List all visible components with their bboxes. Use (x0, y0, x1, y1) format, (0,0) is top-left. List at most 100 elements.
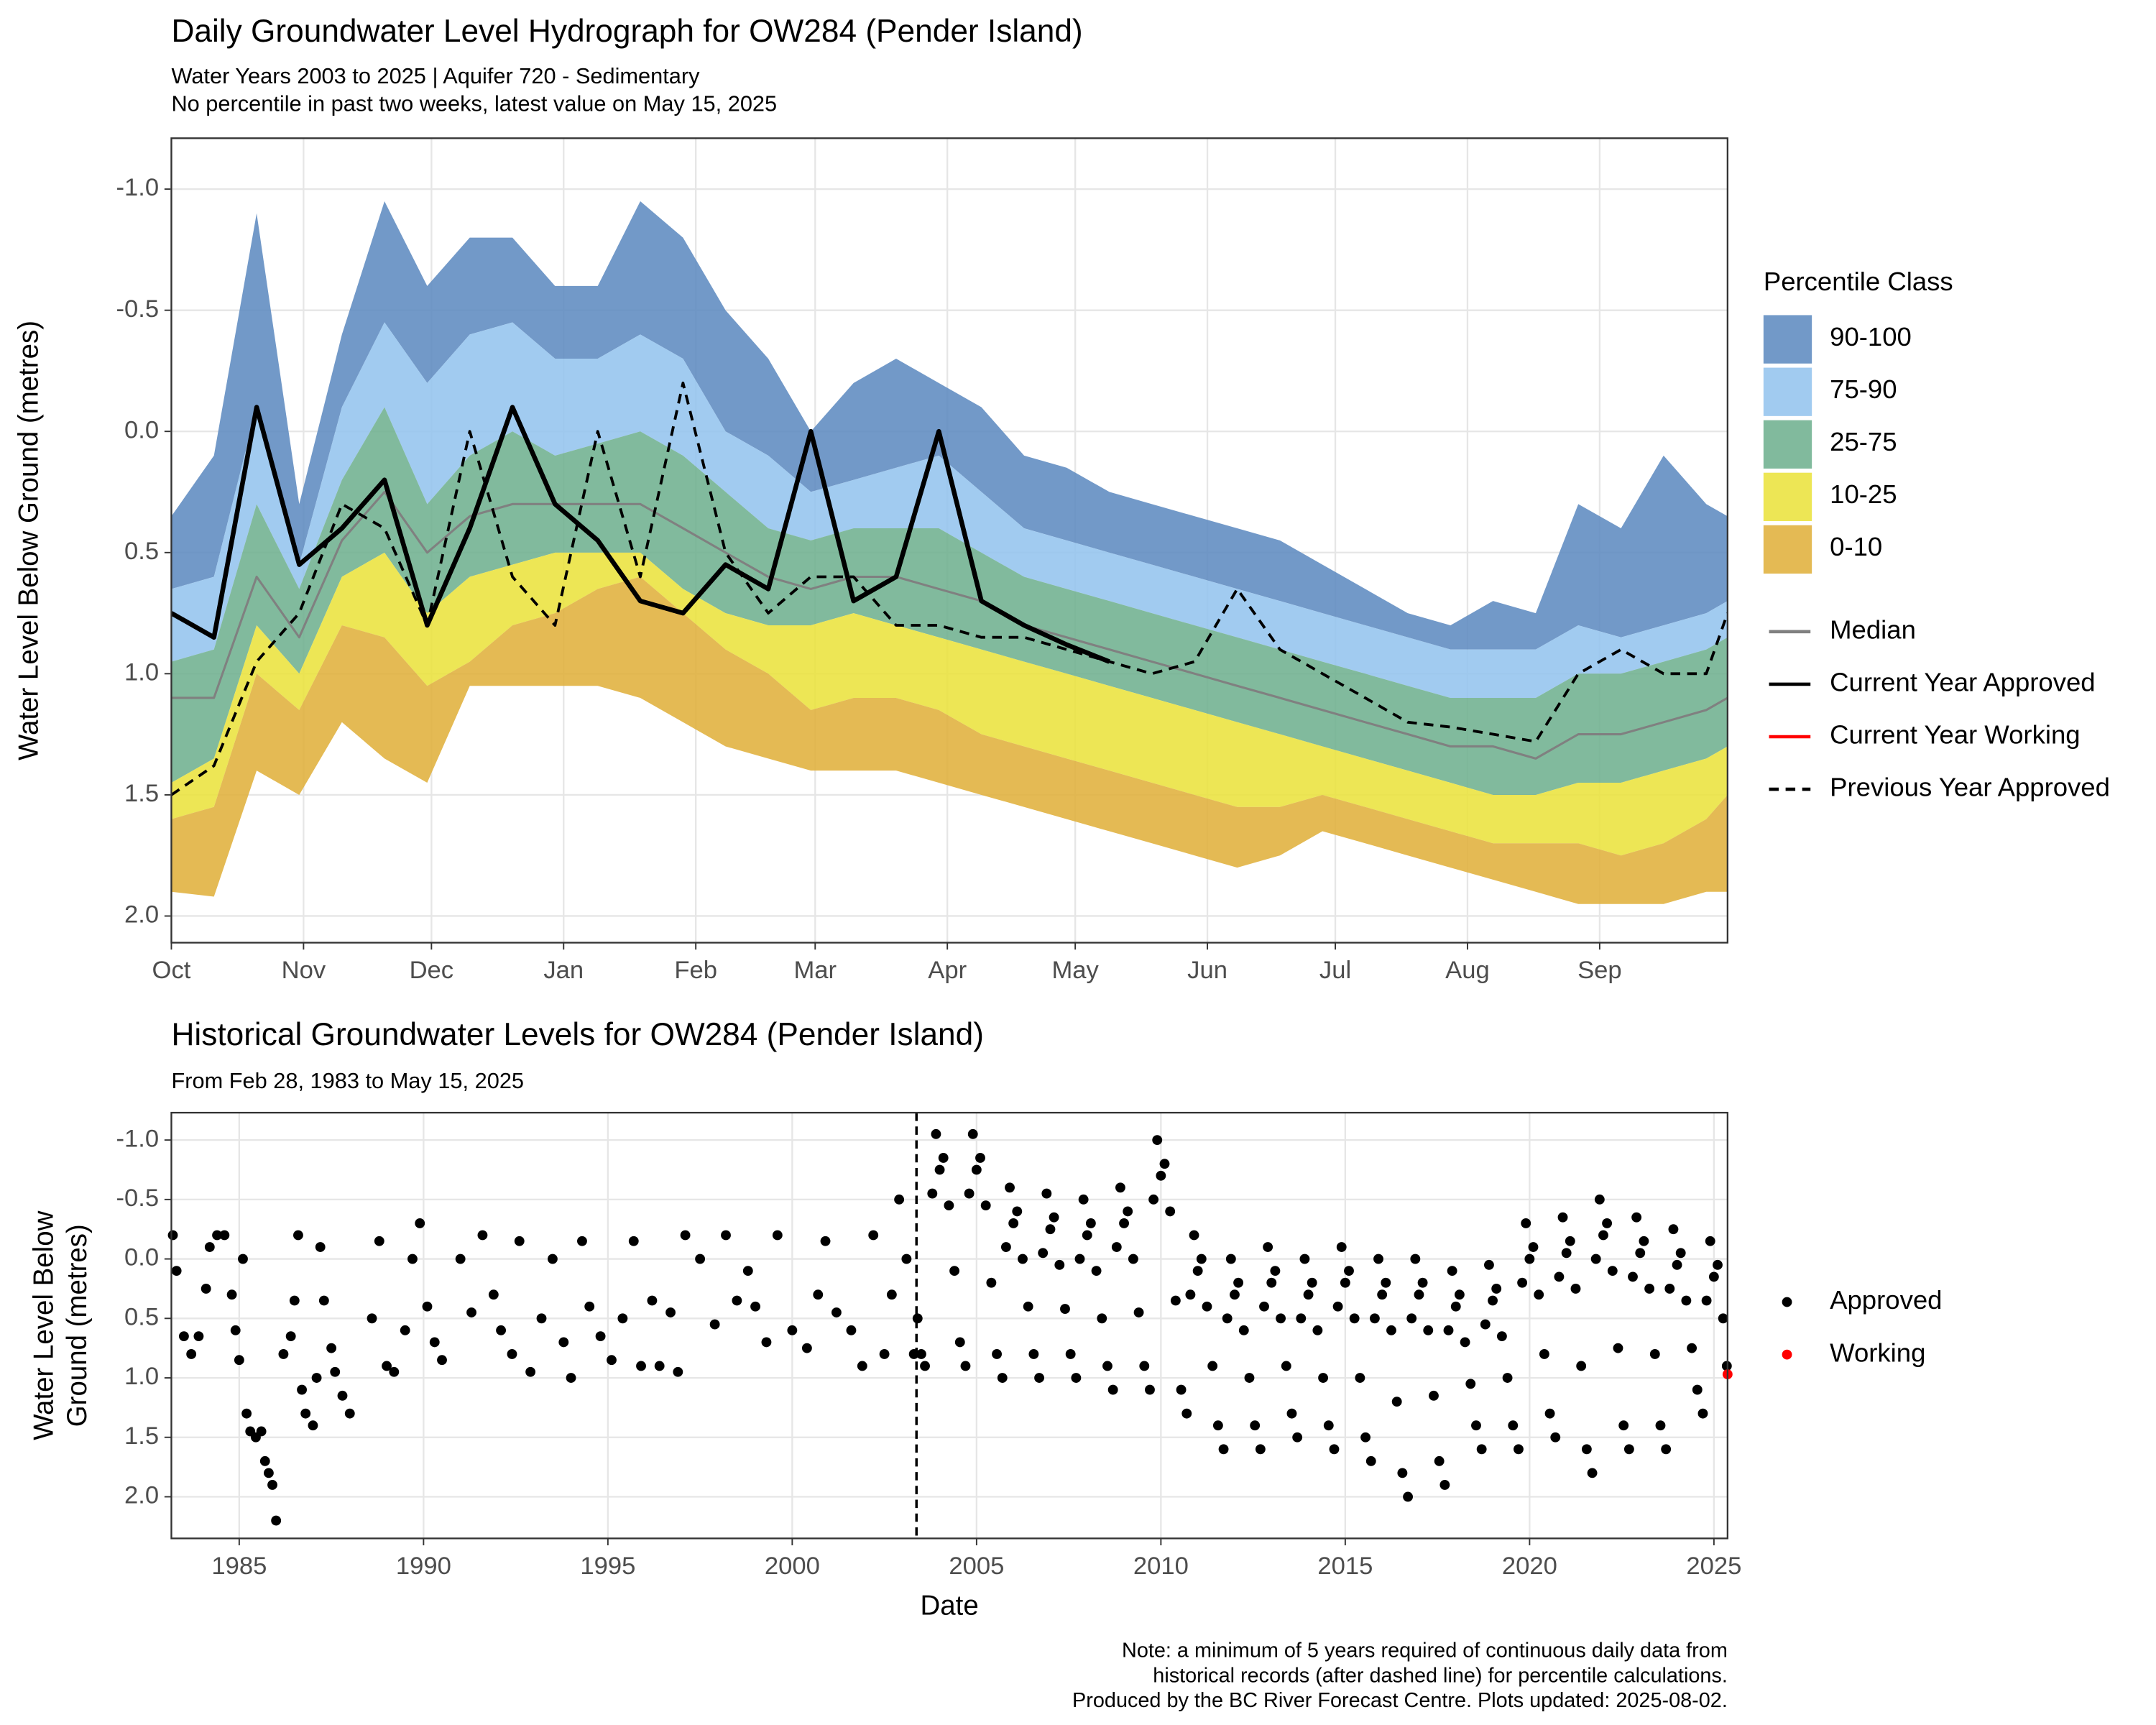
point (628, 1236, 639, 1246)
point (1222, 1313, 1233, 1324)
point (407, 1254, 418, 1264)
point (1701, 1295, 1712, 1306)
point (1148, 1194, 1159, 1205)
point (1054, 1259, 1065, 1270)
point (259, 1455, 270, 1466)
point (1386, 1325, 1396, 1335)
point (986, 1277, 997, 1288)
y-axis-label: Water Level Below (29, 1210, 60, 1440)
y-axis-label: Ground (metres) (62, 1224, 93, 1427)
x-tick-label: Nov (282, 957, 326, 984)
point (1276, 1313, 1286, 1324)
point (1517, 1277, 1528, 1288)
point (201, 1284, 211, 1294)
point (1391, 1397, 1402, 1407)
point (1417, 1277, 1428, 1288)
point (1502, 1373, 1513, 1383)
x-tick-label: Apr (928, 957, 967, 984)
point (742, 1266, 753, 1276)
point (1480, 1319, 1491, 1330)
point (1488, 1295, 1498, 1306)
point (1097, 1313, 1107, 1324)
point (1539, 1349, 1549, 1359)
point (992, 1349, 1002, 1359)
point (1373, 1254, 1383, 1264)
point (1082, 1230, 1092, 1241)
x-tick-label: Aug (1445, 957, 1490, 984)
point (1561, 1248, 1572, 1259)
point (297, 1384, 307, 1395)
y-tick-label: 0.5 (124, 538, 159, 565)
legend-swatch (1763, 420, 1812, 469)
x-axis-label: Date (921, 1591, 979, 1622)
point (171, 1266, 182, 1276)
point (1185, 1289, 1196, 1300)
point (857, 1361, 867, 1371)
point (382, 1361, 392, 1371)
point (1454, 1289, 1465, 1300)
point (1355, 1373, 1365, 1383)
point (1202, 1301, 1212, 1312)
point (938, 1153, 949, 1163)
point (1152, 1135, 1163, 1146)
point (1718, 1313, 1728, 1324)
y-axis-label: Water Level Below Ground (metres) (13, 321, 44, 760)
point (167, 1230, 178, 1241)
point (1434, 1455, 1445, 1466)
point (1038, 1248, 1049, 1259)
point (617, 1313, 628, 1324)
point (1318, 1373, 1329, 1383)
point (1581, 1444, 1592, 1455)
point (954, 1337, 965, 1348)
point (916, 1349, 926, 1359)
point (315, 1242, 326, 1252)
legend-label: 25-75 (1830, 427, 1897, 456)
point (1012, 1206, 1023, 1217)
point (1018, 1254, 1028, 1264)
legend-swatch (1763, 367, 1812, 416)
point (787, 1325, 798, 1335)
point (1692, 1384, 1703, 1395)
point (1005, 1182, 1015, 1193)
point (466, 1307, 476, 1317)
legend-label: 75-90 (1830, 374, 1897, 404)
point (584, 1301, 595, 1312)
y-tick-label: 0.5 (124, 1303, 159, 1330)
point (997, 1373, 1008, 1383)
point (1661, 1444, 1672, 1455)
point (1598, 1230, 1608, 1241)
point (293, 1230, 303, 1241)
point (894, 1194, 905, 1205)
point (234, 1355, 244, 1366)
legend-swatch (1763, 315, 1812, 364)
point (1145, 1384, 1155, 1395)
point (1111, 1242, 1122, 1252)
point (477, 1230, 488, 1241)
point (1296, 1313, 1307, 1324)
point (1534, 1289, 1544, 1300)
chart-subtitle: From Feb 28, 1983 to May 15, 2025 (171, 1068, 524, 1093)
y-tick-label: 1.5 (124, 1422, 159, 1450)
point (1238, 1325, 1249, 1335)
x-tick-label: 2015 (1317, 1552, 1373, 1580)
point (1628, 1271, 1638, 1282)
point (1655, 1420, 1666, 1431)
point (1590, 1254, 1601, 1264)
point (1045, 1224, 1056, 1235)
point (488, 1289, 499, 1300)
point (1170, 1295, 1181, 1306)
plot-border (170, 1111, 1728, 1540)
point (813, 1289, 824, 1300)
legend-label: Median (1830, 615, 1916, 645)
point (1460, 1337, 1470, 1348)
point (204, 1242, 215, 1252)
legend-key (1782, 1349, 1792, 1360)
y-tick-label: -0.5 (116, 295, 160, 323)
point (1133, 1307, 1144, 1317)
x-tick-label: 2020 (1502, 1552, 1557, 1580)
point (1119, 1218, 1129, 1228)
point (1649, 1349, 1660, 1359)
point (1115, 1182, 1125, 1193)
point (975, 1153, 985, 1163)
